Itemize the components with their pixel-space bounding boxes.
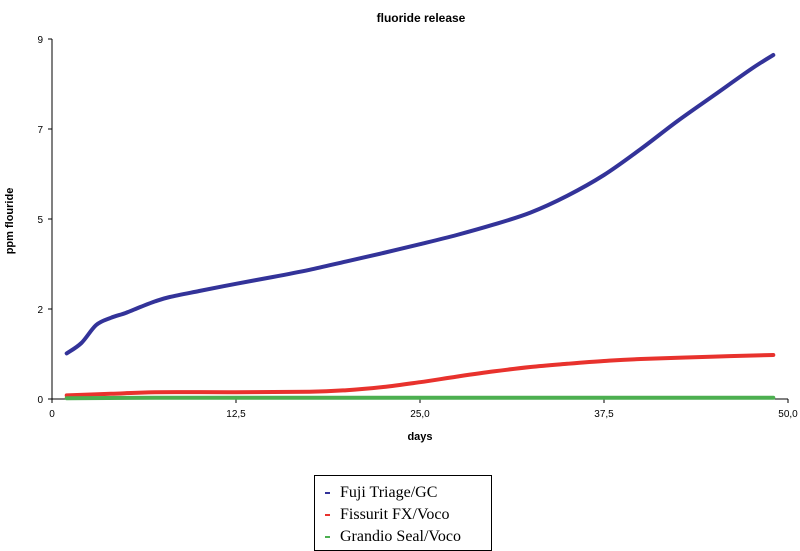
legend-swatch-grandio <box>325 536 330 538</box>
y-tick-label: 9 <box>37 35 43 46</box>
axes: 0 2 5 7 9 0 12,5 25,0 37,5 50,0 <box>37 35 798 420</box>
x-tick-label: 50,0 <box>778 409 798 420</box>
x-tick-label: 0 <box>49 409 55 420</box>
y-axis-label: ppm flouride <box>4 188 16 255</box>
legend-swatch-fissurit <box>325 514 330 516</box>
legend-item-fuji: Fuji Triage/GC <box>325 482 491 504</box>
x-tick-label: 25,0 <box>410 409 430 420</box>
x-tick-label: 37,5 <box>594 409 614 420</box>
legend-label-fissurit: Fissurit FX/Voco <box>340 506 450 523</box>
legend-item-grandio: Grandio Seal/Voco <box>325 526 491 548</box>
x-axis-label: days <box>407 431 432 443</box>
legend-item-fissurit: Fissurit FX/Voco <box>325 504 491 526</box>
series-line-fissurit-fx-voco <box>64 353 776 398</box>
x-tick-label: 12,5 <box>226 409 246 420</box>
legend-label-fuji: Fuji Triage/GC <box>340 484 438 501</box>
series-line-fuji-triage-gc <box>64 53 776 356</box>
series-layer <box>64 53 776 401</box>
chart-title: fluoride release <box>377 11 466 25</box>
legend-label-grandio: Grandio Seal/Voco <box>340 528 462 545</box>
chart-legend: Fuji Triage/GC Fissurit FX/Voco Grandio … <box>314 475 492 551</box>
y-tick-label: 5 <box>37 215 43 226</box>
y-tick-label: 2 <box>37 305 43 316</box>
legend-swatch-fuji <box>325 492 330 494</box>
y-tick-label: 7 <box>37 125 43 136</box>
y-tick-label: 0 <box>37 395 43 406</box>
